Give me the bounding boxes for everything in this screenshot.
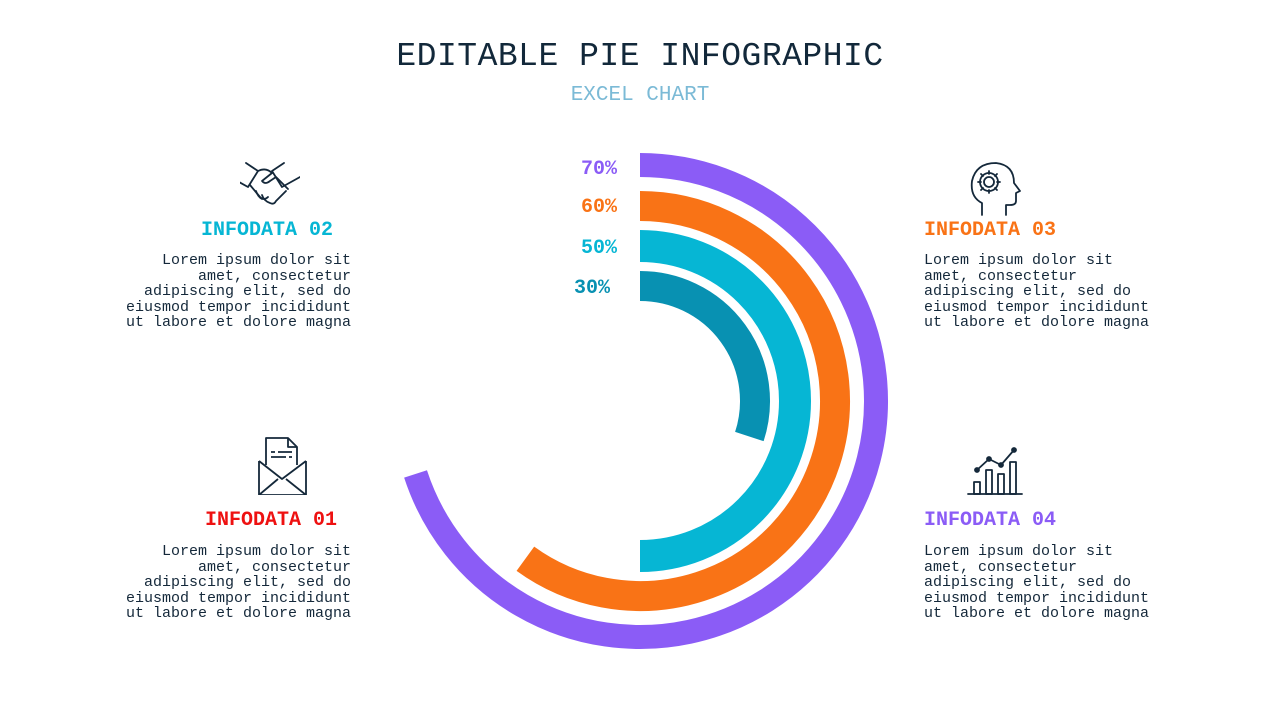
ring-label-30: 30%: [574, 277, 611, 300]
ring-bar-50: [639, 230, 811, 572]
page-title: EDITABLE PIE INFOGRAPHIC: [396, 38, 884, 75]
envelope-letter-icon: [258, 437, 307, 495]
infodata-04-panel: INFODATA 04 Lorem ipsum dolor sit amet, …: [924, 440, 1154, 630]
infodata-03-text: Lorem ipsum dolor sit amet, consectetur …: [924, 252, 1150, 332]
infodata-02-heading: INFODATA 02: [201, 219, 334, 242]
ring-label-50: 50%: [581, 237, 618, 260]
handshake-icon: [240, 162, 300, 205]
infodata-02-text: Lorem ipsum dolor sit amet, consectetur …: [125, 252, 351, 332]
infodata-02-panel: INFODATA 02 Lorem ipsum dolor sit amet, …: [110, 155, 351, 345]
ring-bar-30: [639, 271, 770, 442]
head-gear-icon: [970, 162, 1021, 216]
ring-bar-60: [516, 191, 850, 611]
page-subtitle: EXCEL CHART: [570, 84, 710, 107]
growth-chart-icon: [967, 447, 1023, 495]
ring-bar-70: [404, 153, 888, 649]
infodata-04-heading: INFODATA 04: [924, 509, 1057, 532]
infodata-04-text: Lorem ipsum dolor sit amet, consectetur …: [924, 543, 1150, 623]
infodata-01-heading: INFODATA 01: [205, 509, 338, 532]
infodata-01-panel: INFODATA 01 Lorem ipsum dolor sit amet, …: [110, 435, 351, 625]
ring-label-70: 70%: [581, 158, 618, 181]
infodata-03-heading: INFODATA 03: [924, 219, 1057, 242]
infodata-03-panel: INFODATA 03 Lorem ipsum dolor sit amet, …: [924, 155, 1154, 345]
infodata-01-text: Lorem ipsum dolor sit amet, consectetur …: [125, 543, 351, 623]
ring-label-60: 60%: [581, 196, 618, 219]
